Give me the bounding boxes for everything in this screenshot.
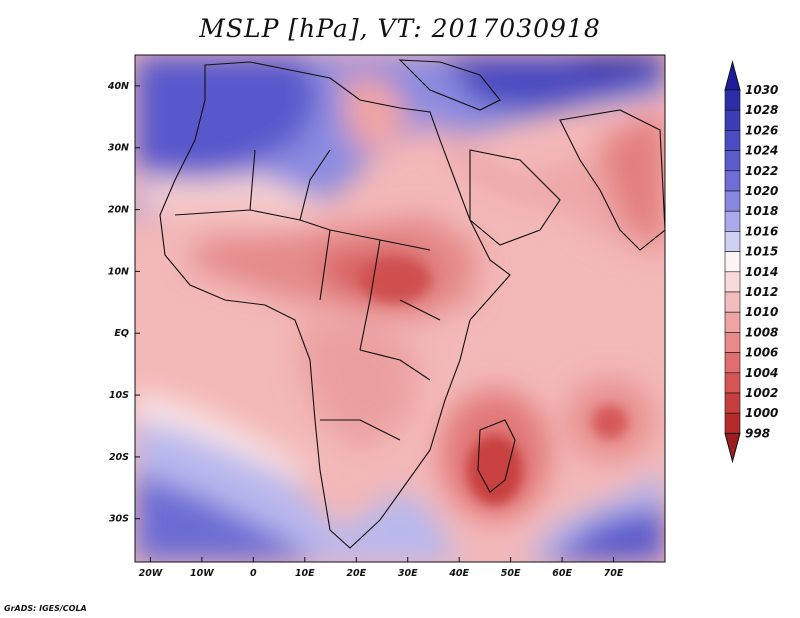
colorbar-swatch [724,311,741,333]
colorbar-label: 1006 [745,346,778,360]
colorbar-label: 1018 [745,204,778,218]
x-axis: 20W 10W 0 10E 20E 30E 40E 50E 60E 70E [139,557,624,579]
colorbar-swatch [724,150,741,172]
colorbar-swatch [724,412,741,434]
colorbar-label: 1016 [745,224,778,238]
colorbar-swatch [724,291,741,313]
colorbar-label: 1004 [745,366,778,380]
x-tick-label: 60E [552,568,572,579]
colorbar-swatch [724,352,741,374]
x-tick-label: 50E [501,568,521,579]
y-tick-label: 30N [108,143,129,154]
colorbar-arrow-bottom [724,432,741,464]
x-tick-label: 20E [346,568,366,579]
y-tick-label: 20S [109,452,129,463]
y-tick-label: 20N [108,205,129,216]
colorbar-swatch [724,210,741,232]
colorbar-swatch [724,392,741,414]
colorbar-label: 1026 [745,123,778,137]
chart-title: MSLP [hPa], VT: 2017030918 [199,14,601,43]
colorbar-swatch [724,109,741,131]
x-tick-label: 40E [448,568,469,579]
x-tick-label: 10W [190,568,214,579]
x-tick-label: 30E [398,568,418,579]
colorbar-label: 1012 [745,285,778,299]
colorbar-swatch [724,332,741,353]
x-tick-label: 20W [139,568,163,579]
x-tick-label: 0 [250,568,257,579]
colorbar-label: 1010 [745,305,778,319]
pressure-field [135,55,665,562]
colorbar-swatch [724,251,741,273]
plot-frame [134,54,666,563]
colorbar-swatch [724,130,741,151]
colorbar-label: 1008 [745,325,778,339]
colorbar-label: 1030 [745,83,778,97]
x-tick-label: 10E [295,568,315,579]
y-tick-label: 30S [109,514,129,525]
colorbar-label: 1014 [745,265,778,279]
colorbar-label: 1022 [745,164,778,178]
coastline [159,59,665,549]
colorbar-swatch [724,231,741,252]
colorbar-label: 1020 [745,184,778,198]
colorbar-swatch [724,190,741,212]
y-tick-label: 40N [107,81,129,92]
colorbar-swatch [724,170,741,192]
colorbar-arrow-top [724,60,741,91]
colorbar: 1030 1028 1026 1024 1022 1020 1018 1016 1015 1014… [724,60,778,464]
y-axis: 40N 30N 20N 10N EQ 10S 20S 30S [107,81,140,525]
y-tick-label: EQ [114,328,129,339]
colorbar-label: 1028 [745,103,778,117]
credit-text: GrADS: IGES/COLA [4,604,87,613]
colorbar-label: 1015 [745,245,778,259]
colorbar-swatch [724,89,741,111]
x-tick-label: 70E [604,568,624,579]
colorbar-swatch [724,271,741,293]
colorbar-label: 998 [745,426,770,440]
colorbar-label: 1000 [745,406,778,420]
colorbar-swatch [724,372,741,394]
colorbar-label: 1024 [745,144,778,158]
colorbar-label: 1002 [745,386,778,400]
y-tick-label: 10S [109,390,129,401]
y-tick-label: 10N [108,266,129,277]
